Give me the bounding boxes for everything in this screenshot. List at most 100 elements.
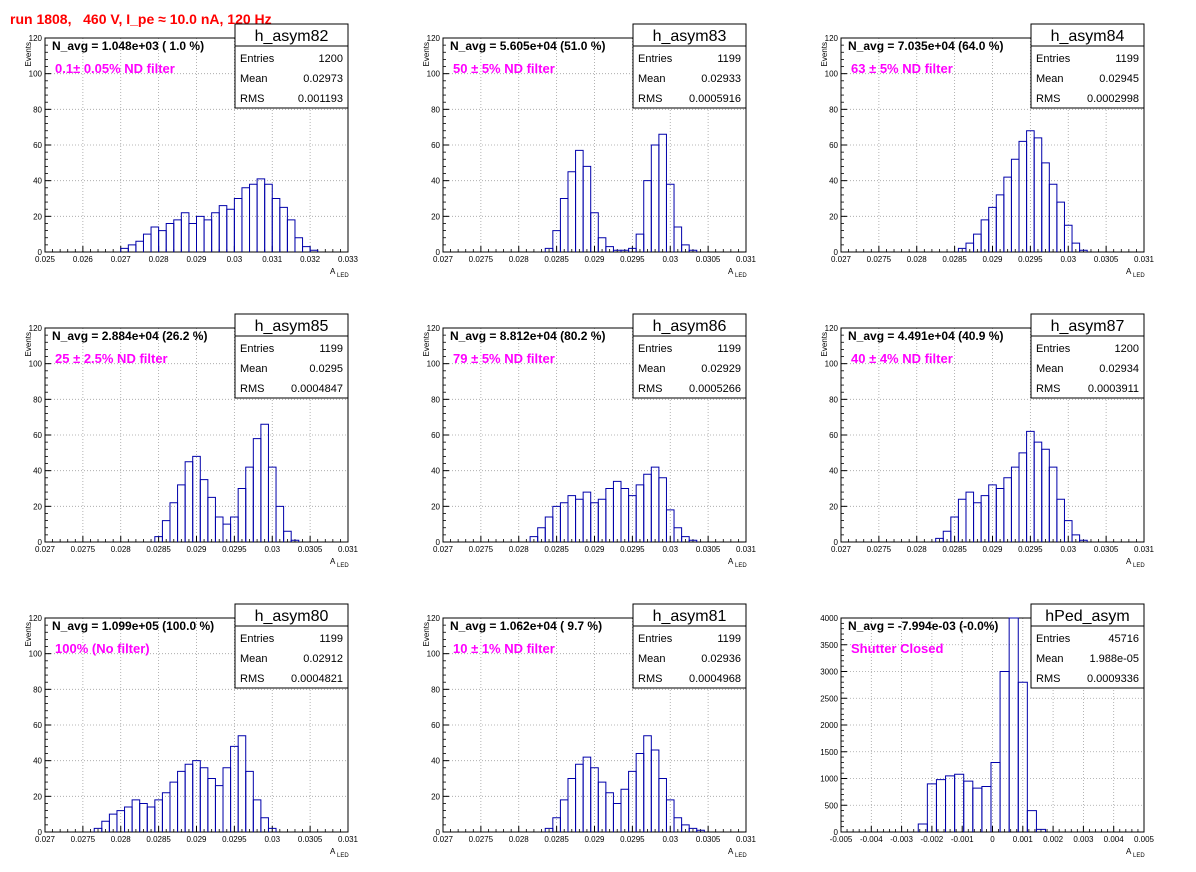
y-axis-label: Events — [422, 622, 431, 646]
histogram-bin — [643, 473, 652, 542]
x-tick-label: -0.003 — [890, 835, 913, 844]
y-tick-label: 100 — [29, 360, 43, 369]
y-axis-label: Events — [422, 42, 431, 66]
y-tick-label: 60 — [431, 141, 440, 150]
histogram-bin — [264, 183, 273, 252]
histogram-bin — [241, 187, 251, 252]
y-tick-label: 120 — [29, 324, 43, 333]
histogram-bin — [665, 799, 675, 832]
histogram-name: h_asym85 — [255, 318, 329, 335]
histogram-bin — [294, 237, 304, 252]
stats-key: Entries — [1036, 633, 1071, 645]
y-axis-label: Events — [24, 332, 33, 356]
histogram-bin — [575, 149, 584, 252]
histogram-bin — [249, 183, 258, 252]
histogram-bin — [544, 516, 554, 542]
y-tick-label: 0 — [436, 538, 441, 547]
x-axis-label: A — [1126, 557, 1132, 566]
y-tick-label: 40 — [431, 177, 440, 186]
histogram-bin — [177, 770, 186, 832]
x-tick-label: 0.029 — [584, 255, 605, 264]
filter-annotation: 40 ± 4% ND filter — [851, 351, 953, 366]
stats-key: RMS — [240, 383, 264, 395]
x-tick-label: 0.028 — [111, 545, 132, 554]
x-tick-label: 0.004 — [1104, 835, 1125, 844]
stats-value: 0.0295 — [309, 363, 343, 375]
y-tick-label: 100 — [427, 70, 441, 79]
histogram-bin — [245, 770, 254, 832]
histogram-bin — [559, 198, 569, 252]
histogram-bin — [207, 778, 216, 832]
histogram-panel-h_asym81: 0.027 0.0275 0.028 0.0285 0.029 0.0295 0.03 0.0… — [422, 603, 757, 859]
histogram-bin — [612, 802, 622, 832]
histogram-name: h_asym80 — [255, 608, 329, 625]
stats-value: 0.02929 — [701, 363, 741, 375]
stats-key: Mean — [240, 363, 268, 375]
histogram-bin — [567, 171, 577, 252]
x-tick-label: 0.0275 — [71, 545, 96, 554]
y-tick-label: 40 — [431, 467, 440, 476]
histogram-bin — [203, 219, 213, 252]
histogram-bin — [267, 827, 277, 832]
histogram-bin — [1063, 520, 1073, 542]
x-axis-label-subscript: LED — [1133, 563, 1145, 569]
stats-key: Entries — [638, 633, 673, 645]
histogram-bin — [999, 671, 1010, 832]
histogram-bin — [302, 246, 311, 252]
histogram-bin — [605, 792, 614, 832]
histogram-bin — [995, 194, 1005, 252]
x-axis-label-subscript: LED — [735, 853, 747, 859]
histogram-bin — [1018, 452, 1028, 542]
y-tick-label: 100 — [427, 650, 441, 659]
y-tick-label: 100 — [29, 650, 43, 659]
x-tick-label: 0.025 — [35, 255, 56, 264]
y-tick-label: 120 — [825, 34, 839, 43]
histogram-bin — [650, 466, 660, 542]
histogram-bin — [260, 817, 269, 832]
histogram-bin — [665, 183, 675, 252]
x-tick-label: 0.027 — [35, 545, 56, 554]
histogram-bin — [1003, 477, 1012, 542]
histogram-bin — [165, 222, 175, 252]
y-tick-label: 60 — [33, 141, 42, 150]
x-axis-label-subscript: LED — [1133, 273, 1145, 279]
y-tick-label: 80 — [829, 395, 838, 404]
x-tick-label: 0.032 — [300, 255, 321, 264]
x-tick-label: 0.0285 — [942, 255, 967, 264]
x-tick-label: 0.0295 — [222, 835, 247, 844]
stats-value: 0.0002998 — [1087, 93, 1139, 105]
histogram-bin — [226, 208, 235, 252]
y-tick-label: 60 — [829, 431, 838, 440]
y-tick-label: 20 — [829, 502, 838, 511]
histogram-bin — [237, 488, 247, 542]
histogram-bin — [1071, 534, 1081, 542]
histogram-bin — [597, 781, 607, 832]
x-tick-label: -0.002 — [921, 835, 944, 844]
histogram-bin — [233, 198, 243, 252]
x-tick-label: 0.0285 — [942, 545, 967, 554]
histogram-bin — [963, 780, 974, 832]
histogram-bin — [279, 206, 288, 252]
y-axis-label: Events — [422, 332, 431, 356]
x-tick-label: 0.03 — [662, 255, 678, 264]
x-tick-label: 0 — [990, 835, 995, 844]
stats-key: Mean — [1036, 363, 1064, 375]
stats-value: 1199 — [717, 633, 741, 645]
histogram-name: h_asym84 — [1051, 28, 1125, 45]
x-tick-label: 0.0295 — [620, 545, 645, 554]
y-tick-label: 120 — [427, 614, 441, 623]
y-tick-label: 20 — [33, 792, 42, 801]
x-tick-label: 0.027 — [831, 255, 852, 264]
y-axis-label: Events — [820, 42, 829, 66]
histogram-bin — [605, 488, 614, 542]
filter-annotation: 10 ± 1% ND filter — [453, 641, 555, 656]
y-tick-label: 60 — [431, 431, 440, 440]
y-tick-label: 100 — [29, 70, 43, 79]
stats-key: Entries — [240, 53, 275, 65]
y-tick-label: 20 — [33, 502, 42, 511]
y-tick-label: 20 — [33, 212, 42, 221]
stats-value: 1199 — [1115, 53, 1139, 65]
histogram-name: h_asym81 — [653, 608, 727, 625]
stats-key: Mean — [1036, 73, 1064, 85]
x-tick-label: 0.0305 — [1094, 545, 1119, 554]
